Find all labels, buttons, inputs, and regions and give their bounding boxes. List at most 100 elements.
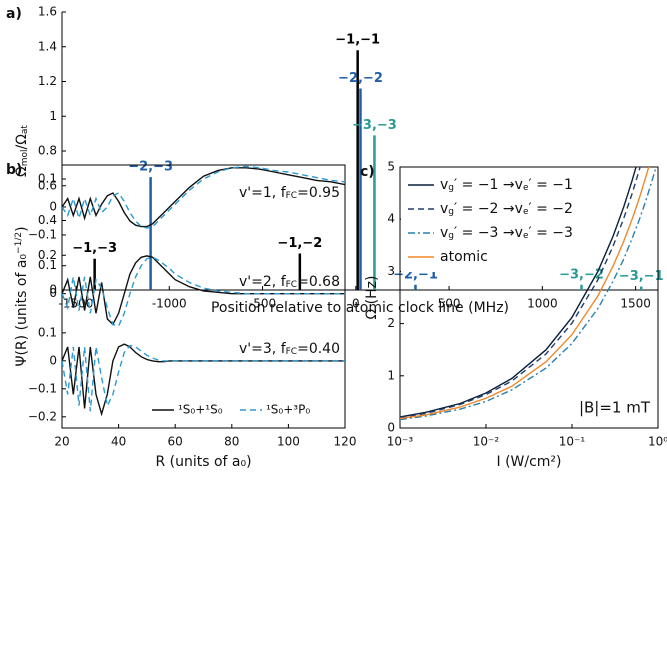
y-tick-label: 4	[387, 212, 395, 226]
y-tick-label: 0	[49, 353, 57, 367]
legend-label-part: ′ = −3	[528, 225, 572, 241]
series-line	[400, 167, 637, 418]
y-axis-label-part: −1/2	[14, 232, 24, 254]
x-tick-label: 10⁻²	[473, 435, 500, 449]
x-tick-label: 500	[438, 297, 461, 311]
annotation-part: FC	[286, 347, 297, 357]
legend-label-part: g	[448, 207, 454, 217]
stem-label: −3,−2	[559, 267, 604, 282]
y-tick-label: −0.2	[28, 409, 57, 423]
annotation-part: FC	[286, 191, 297, 201]
legend-label-part: ′ = −1 →v	[454, 177, 523, 193]
y-tick-label: 1.4	[38, 39, 57, 53]
y-tick-label: 5	[387, 160, 395, 174]
legend-label: ¹S₀+¹S₀	[178, 403, 223, 417]
stem-label: −2,−2	[338, 71, 383, 86]
series-line	[62, 256, 345, 327]
legend-label-part: ′ = −2	[528, 201, 572, 217]
annotation-part: FC	[286, 280, 297, 290]
y-tick-label: 1.6	[38, 5, 57, 19]
series-line	[400, 167, 657, 421]
legend-label: vg′ = −1 →ve′ = −1	[440, 177, 573, 193]
x-axis-label: R (units of a₀)	[155, 454, 251, 470]
panel-label: c)	[360, 164, 375, 180]
x-tick-label: 60	[168, 435, 183, 449]
y-tick-label: 0.6	[38, 178, 57, 192]
annotation-part: =0.68	[297, 274, 340, 290]
y-tick-label: 0	[49, 199, 57, 213]
panel: -1500 -1000 -500 0 500 1000 150000.20.40.60.81…	[6, 5, 658, 311]
x-tick-label: 40	[111, 435, 126, 449]
y-axis-label: Ωmol/Ωat	[14, 125, 30, 177]
annotation-part: v'=1, f	[239, 185, 287, 201]
y-tick-label: 0	[49, 286, 57, 300]
y-tick-label: 0.1	[38, 258, 57, 272]
legend-label-part: ′ = −2 →v	[454, 201, 523, 217]
x-tick-label: 10⁰	[648, 435, 667, 449]
panel-label: a)	[6, 6, 22, 22]
panel: 10⁻³ 10⁻² 10⁻¹ 10⁰ 0 1 2 3 4 5 c)	[360, 160, 667, 449]
y-axis-label-part: /Ω	[14, 134, 30, 150]
annotation-part: =0.40	[297, 341, 340, 357]
annotation: v'=3, fFC=0.40	[239, 341, 340, 357]
panel-label: b)	[6, 162, 22, 178]
legend-label: atomic	[440, 249, 488, 265]
y-tick-label: −0.1	[28, 381, 57, 395]
legend-label-part: e	[523, 231, 529, 241]
series-line	[62, 165, 345, 229]
annotation: |B|=1 mT	[579, 399, 651, 417]
y-tick-label: 0.4	[38, 213, 57, 227]
x-tick-label: 120	[334, 435, 357, 449]
y-tick-label: −0.1	[28, 227, 57, 241]
legend-label: ¹S₀+³P₀	[266, 403, 310, 417]
y-tick-label: 0	[49, 283, 57, 297]
stem-label: −1,−1	[335, 33, 380, 48]
series-line	[62, 343, 345, 417]
x-axis-label: Position relative to atomic clock line (…	[211, 300, 509, 316]
x-tick-label: 80	[224, 435, 239, 449]
y-tick-label: 0.1	[38, 325, 57, 339]
x-tick-label: -1000	[152, 297, 187, 311]
x-tick-label: -500	[249, 297, 276, 311]
x-tick-label: 10⁻³	[387, 435, 414, 449]
stem-label: −1,−2	[277, 236, 322, 251]
x-axis-label: I (W/cm²)	[496, 454, 561, 470]
y-axis-label-part: at	[20, 125, 30, 135]
annotation-part: v'=3, f	[239, 341, 287, 357]
y-tick-label: 2	[387, 316, 395, 330]
panel: 20 40 60 80 100 120 0.1 0 −0.1 0.1 0 0.1 0 −0.1 −0.2 b)	[6, 162, 356, 449]
x-tick-label: 20	[54, 435, 69, 449]
y-tick-label: 0	[387, 421, 395, 435]
x-tick-label: 1000	[527, 297, 558, 311]
x-tick-label: 0	[352, 297, 360, 311]
annotation: v'=2, fFC=0.68	[239, 274, 340, 290]
legend-label-part: g	[448, 183, 454, 193]
y-axis-label: Ω (Hz)	[364, 276, 380, 320]
stem-label: −2,−3	[128, 160, 173, 175]
y-tick-label: 0.2	[38, 248, 57, 262]
stem-label: −3,−3	[352, 118, 397, 133]
series-line	[400, 167, 641, 419]
y-axis-label: Ψ(R) (units of a₀−1/2)	[14, 226, 30, 366]
y-tick-label: 1.2	[38, 74, 57, 88]
x-tick-label: 100	[277, 435, 300, 449]
plot-frame	[61, 164, 346, 429]
series-line	[62, 344, 345, 412]
y-tick-label: 0.1	[38, 171, 57, 185]
y-axis-label-part: Ω	[14, 166, 30, 177]
legend-label-part: e	[523, 207, 529, 217]
legend-label-part: g	[448, 231, 454, 241]
y-tick-label: 1	[49, 109, 57, 123]
legend-label: vg′ = −3 →ve′ = −3	[440, 225, 573, 241]
y-tick-label: 3	[387, 264, 395, 278]
annotation-part: v'=2, f	[239, 274, 287, 290]
x-tick-label: 1500	[620, 297, 651, 311]
y-axis-label-part: Ψ(R) (units of a₀	[14, 254, 30, 367]
y-axis-label-part: mol	[20, 149, 30, 166]
stem-label: −1,−3	[72, 241, 117, 256]
series-line	[400, 167, 650, 420]
annotation-part: =0.95	[297, 185, 340, 201]
legend-label-part: e	[523, 183, 529, 193]
legend-label-part: v	[440, 225, 448, 241]
